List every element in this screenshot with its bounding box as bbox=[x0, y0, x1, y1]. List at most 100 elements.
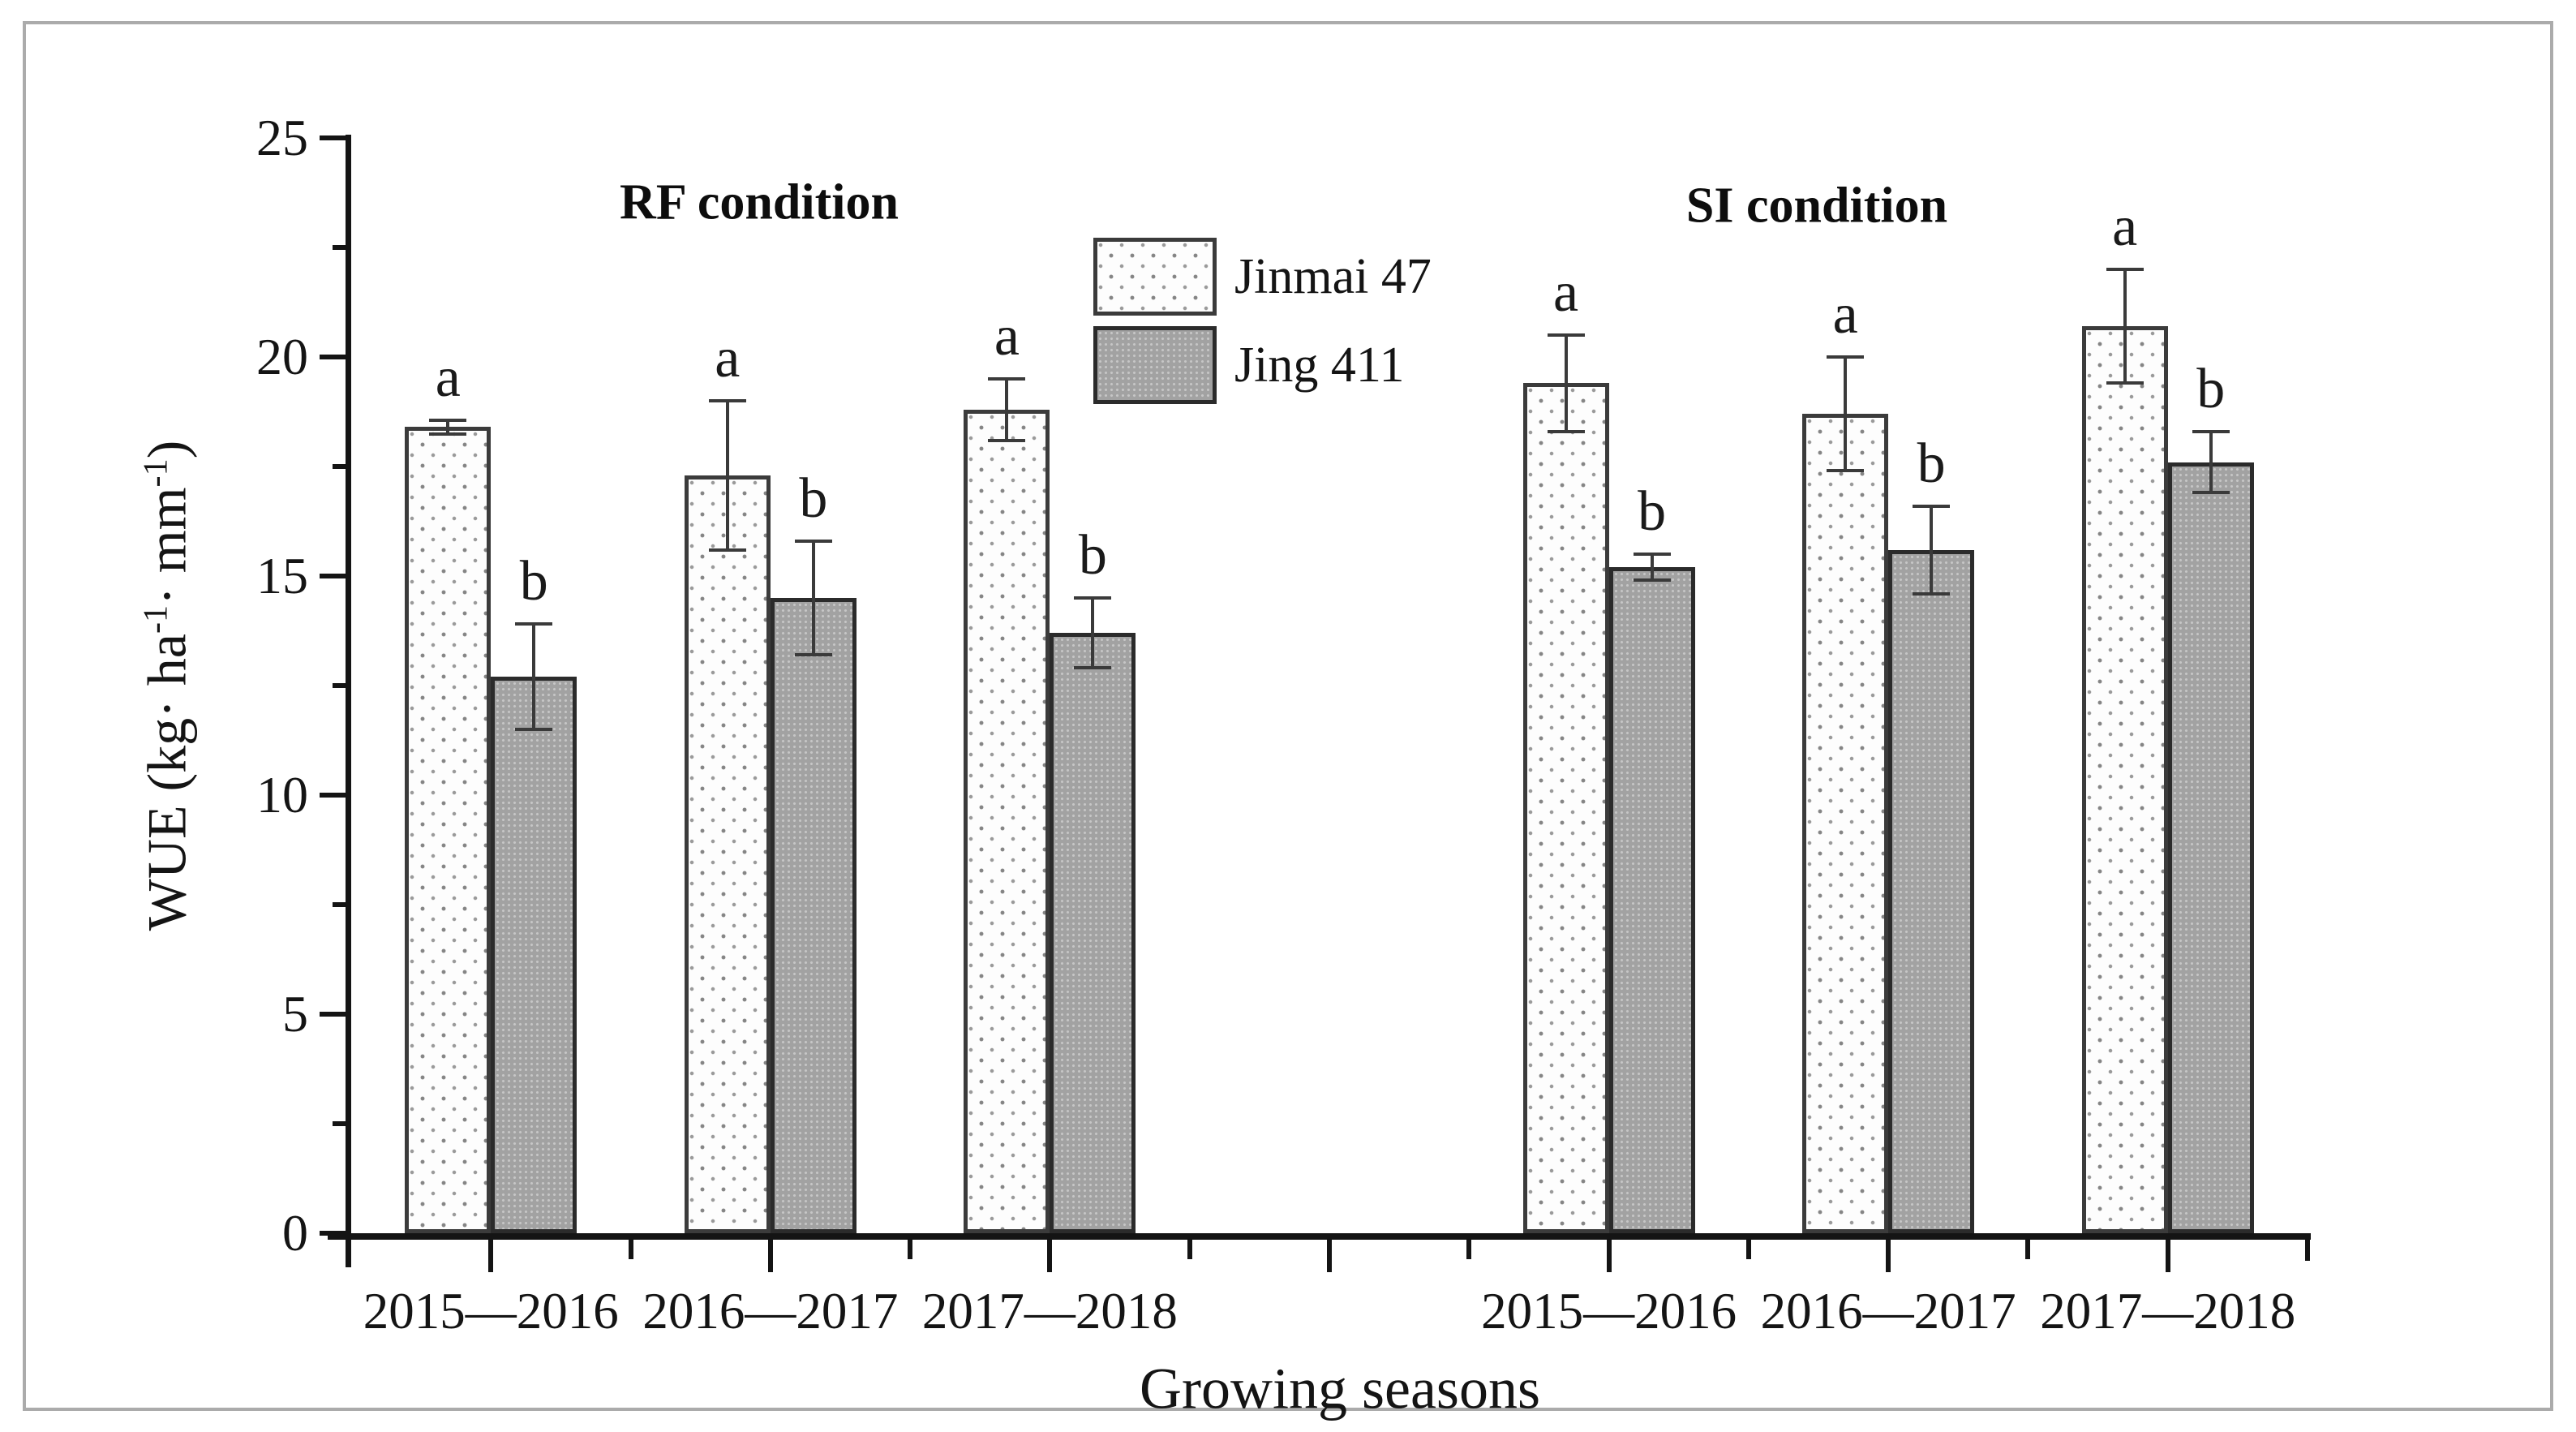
error-bar-line bbox=[1844, 357, 1848, 471]
y-tick-minor bbox=[333, 902, 346, 907]
x-tick-label: 2016—2017 bbox=[642, 1283, 899, 1340]
bar bbox=[684, 475, 771, 1233]
bar bbox=[1888, 549, 1975, 1233]
x-tick-label: 2017—2018 bbox=[2040, 1283, 2296, 1340]
y-tick-major bbox=[320, 355, 346, 359]
x-axis-line bbox=[328, 1233, 2311, 1240]
error-bar-cap-bottom bbox=[2106, 381, 2144, 385]
x-tick-minor bbox=[1466, 1240, 1472, 1259]
sig-letter: a bbox=[1553, 261, 1579, 324]
error-bar-cap-top bbox=[708, 399, 746, 402]
error-bar-cap-top bbox=[1633, 553, 1671, 556]
bar bbox=[1050, 633, 1136, 1233]
bar bbox=[2081, 326, 2168, 1233]
error-bar-cap-top bbox=[1913, 504, 1951, 508]
x-tick-minor bbox=[628, 1240, 633, 1259]
error-bar-cap-bottom bbox=[1913, 591, 1951, 596]
error-bar-cap-top bbox=[515, 622, 553, 626]
y-tick-label: 25 bbox=[256, 109, 308, 166]
error-bar-cap-bottom bbox=[988, 438, 1026, 442]
error-bar-cap-bottom bbox=[794, 653, 832, 657]
error-bar-cap-bottom bbox=[1547, 429, 1585, 433]
y-axis-label-text: WUE (kg· ha bbox=[135, 634, 198, 931]
sig-letter: b bbox=[1078, 524, 1107, 587]
bar bbox=[770, 598, 857, 1233]
bar bbox=[1522, 383, 1609, 1233]
error-bar-line bbox=[811, 540, 815, 656]
bar bbox=[405, 427, 492, 1233]
sig-letter: a bbox=[715, 327, 741, 389]
error-bar-cap-bottom bbox=[1074, 666, 1112, 670]
error-bar-cap-top bbox=[2106, 268, 2144, 271]
error-bar-cap-bottom bbox=[708, 548, 746, 552]
error-bar-line bbox=[1930, 505, 1934, 594]
x-tick-major bbox=[1047, 1240, 1053, 1272]
y-axis-label-superscript: -1 bbox=[136, 604, 175, 634]
sig-letter: b bbox=[799, 467, 828, 530]
x-tick-major bbox=[2165, 1240, 2170, 1272]
sig-letter: a bbox=[435, 346, 461, 410]
error-bar-cap-bottom bbox=[515, 728, 553, 731]
x-tick-label: 2016—2017 bbox=[1760, 1283, 2016, 1340]
x-tick-end bbox=[2305, 1240, 2310, 1261]
error-bar-cap-top bbox=[988, 377, 1026, 381]
bar bbox=[1608, 567, 1695, 1233]
y-tick-minor bbox=[333, 683, 346, 688]
sig-letter: a bbox=[2112, 196, 2138, 258]
y-axis-label-text: ) bbox=[135, 440, 198, 459]
x-tick-label: 2015—2016 bbox=[1481, 1283, 1737, 1340]
x-tick-major bbox=[1327, 1240, 1332, 1272]
bar bbox=[964, 409, 1050, 1233]
x-tick-minor bbox=[1187, 1240, 1192, 1259]
x-axis-label: Growing seasons bbox=[1140, 1356, 1540, 1421]
sig-letter: b bbox=[1917, 432, 1946, 495]
error-bar-line bbox=[532, 624, 536, 729]
error-bar-line bbox=[1091, 598, 1095, 669]
y-tick-label: 0 bbox=[282, 1204, 308, 1262]
error-bar-line bbox=[725, 401, 729, 550]
x-tick-label: 2017—2018 bbox=[921, 1283, 1178, 1340]
sig-letter: b bbox=[2196, 357, 2226, 420]
x-tick-major bbox=[1886, 1240, 1891, 1272]
error-bar-line bbox=[1650, 554, 1654, 581]
rf-condition-label: RF condition bbox=[620, 174, 899, 230]
y-tick-major bbox=[320, 1231, 346, 1236]
y-tick-label: 10 bbox=[256, 766, 308, 824]
x-tick-major bbox=[1606, 1240, 1612, 1272]
error-bar-line bbox=[446, 420, 450, 434]
legend-swatch-jing-411 bbox=[1093, 326, 1217, 404]
x-tick-label: 2015—2016 bbox=[363, 1283, 619, 1340]
error-bar-cap-bottom bbox=[429, 432, 467, 436]
error-bar-line bbox=[2209, 431, 2213, 493]
x-tick-major bbox=[767, 1240, 773, 1272]
y-tick-minor bbox=[333, 1121, 346, 1126]
error-bar-cap-top bbox=[1074, 596, 1112, 600]
legend-label: Jing 411 bbox=[1234, 337, 1405, 393]
y-tick-major bbox=[320, 1012, 346, 1017]
legend-item: Jinmai 47 bbox=[1093, 237, 1432, 316]
y-tick-minor bbox=[333, 464, 346, 469]
error-bar-cap-top bbox=[2192, 429, 2230, 433]
sig-letter: a bbox=[1832, 283, 1858, 346]
y-axis-label-text: · mm bbox=[135, 487, 198, 605]
x-tick-minor bbox=[1745, 1240, 1751, 1259]
bar bbox=[1802, 414, 1889, 1233]
bar bbox=[491, 677, 577, 1233]
legend-swatch-jinmai-47 bbox=[1093, 238, 1217, 316]
sig-letter: b bbox=[1638, 480, 1667, 543]
x-tick-major bbox=[488, 1240, 494, 1272]
legend-label: Jinmai 47 bbox=[1234, 248, 1432, 304]
y-axis-label-superscript: -1 bbox=[136, 458, 175, 488]
y-tick-major bbox=[320, 793, 346, 798]
y-axis-line bbox=[346, 135, 351, 1267]
error-bar-cap-top bbox=[429, 419, 467, 423]
y-tick-label: 15 bbox=[256, 547, 308, 604]
error-bar-cap-bottom bbox=[1633, 578, 1671, 583]
sig-letter: b bbox=[519, 550, 548, 613]
error-bar-cap-top bbox=[1547, 333, 1585, 337]
error-bar-line bbox=[2123, 269, 2127, 384]
error-bar-cap-bottom bbox=[2192, 491, 2230, 495]
x-tick-minor bbox=[908, 1240, 913, 1259]
